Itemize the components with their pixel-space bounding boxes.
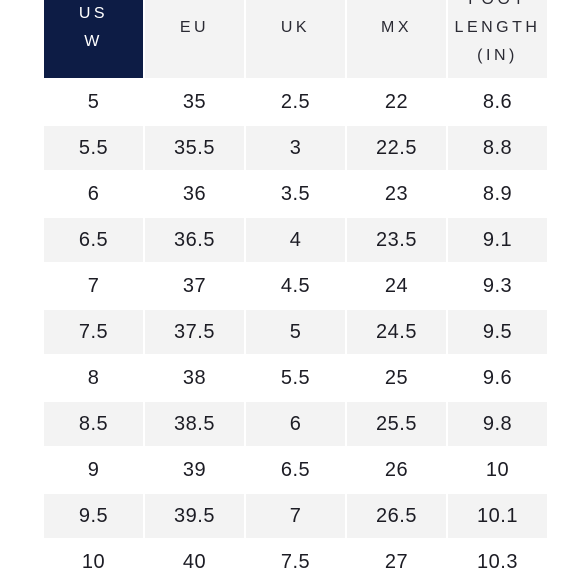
table-row: 9.5 39.5 7 26.5 10.1 (44, 494, 547, 538)
table-cell-mx: 26 (347, 448, 446, 492)
size-chart-header: US W EU UK MX FOOT LENGTH (IN) (44, 0, 547, 78)
column-header-uk: UK (246, 0, 345, 78)
table-cell-us-women: 8 (44, 356, 143, 400)
table-cell-uk: 7 (246, 494, 345, 538)
table-cell-mx: 23 (347, 172, 446, 216)
table-cell-uk: 4.5 (246, 264, 345, 308)
table-cell-uk: 6.5 (246, 448, 345, 492)
table-row: 6 36 3.5 23 8.9 (44, 172, 547, 216)
table-cell-us-women: 9.5 (44, 494, 143, 538)
table-cell-foot-length: 8.8 (448, 126, 547, 170)
table-cell-mx: 22.5 (347, 126, 446, 170)
table-cell-eu: 36.5 (145, 218, 244, 262)
table-cell-us-women: 7 (44, 264, 143, 308)
table-cell-uk: 5.5 (246, 356, 345, 400)
table-row: 8.5 38.5 6 25.5 9.8 (44, 402, 547, 446)
table-cell-uk: 2.5 (246, 80, 345, 124)
table-cell-uk: 6 (246, 402, 345, 446)
table-cell-foot-length: 8.6 (448, 80, 547, 124)
table-cell-foot-length: 9.1 (448, 218, 547, 262)
table-cell-us-women: 10 (44, 540, 143, 580)
table-cell-mx: 22 (347, 80, 446, 124)
table-row: 8 38 5.5 25 9.6 (44, 356, 547, 400)
table-cell-mx: 24.5 (347, 310, 446, 354)
table-row: 6.5 36.5 4 23.5 9.1 (44, 218, 547, 262)
table-row: 7 37 4.5 24 9.3 (44, 264, 547, 308)
table-cell-eu: 40 (145, 540, 244, 580)
table-cell-uk: 4 (246, 218, 345, 262)
table-cell-us-women: 5.5 (44, 126, 143, 170)
table-row: 9 39 6.5 26 10 (44, 448, 547, 492)
table-cell-mx: 25.5 (347, 402, 446, 446)
table-cell-eu: 39 (145, 448, 244, 492)
column-header-mx: MX (347, 0, 446, 78)
table-cell-foot-length: 9.8 (448, 402, 547, 446)
table-cell-foot-length: 10 (448, 448, 547, 492)
table-cell-foot-length: 9.5 (448, 310, 547, 354)
table-cell-mx: 27 (347, 540, 446, 580)
column-header-us-women: US W (44, 0, 143, 78)
table-cell-uk: 3 (246, 126, 345, 170)
table-row: 5 35 2.5 22 8.6 (44, 80, 547, 124)
table-cell-eu: 39.5 (145, 494, 244, 538)
table-cell-mx: 23.5 (347, 218, 446, 262)
table-cell-eu: 38 (145, 356, 244, 400)
table-cell-mx: 24 (347, 264, 446, 308)
table-cell-foot-length: 10.3 (448, 540, 547, 580)
size-chart-table: US W EU UK MX FOOT LENGTH (IN) 5352.5228… (42, 0, 549, 580)
size-chart-body: 5 35 2.5 22 8.6 5.5 35.5 3 22.5 8.8 6 36 3.5 23 8.9 6.5… (44, 80, 547, 580)
table-cell-uk: 5 (246, 310, 345, 354)
table-cell-foot-length: 10.1 (448, 494, 547, 538)
column-header-eu: EU (145, 0, 244, 78)
table-cell-mx: 26.5 (347, 494, 446, 538)
header-row: US W EU UK MX FOOT LENGTH (IN) (44, 0, 547, 78)
table-row: 5.5 35.5 3 22.5 8.8 (44, 126, 547, 170)
table-cell-uk: 3.5 (246, 172, 345, 216)
column-header-foot-length: FOOT LENGTH (IN) (448, 0, 547, 78)
table-cell-eu: 37 (145, 264, 244, 308)
table-cell-us-women: 9 (44, 448, 143, 492)
table-cell-eu: 37.5 (145, 310, 244, 354)
table-cell-mx: 25 (347, 356, 446, 400)
table-cell-us-women: 5 (44, 80, 143, 124)
table-row: 7.5 37.5 5 24.5 9.5 (44, 310, 547, 354)
table-cell-us-women: 6 (44, 172, 143, 216)
table-cell-eu: 36 (145, 172, 244, 216)
table-cell-us-women: 6.5 (44, 218, 143, 262)
table-cell-eu: 35.5 (145, 126, 244, 170)
table-cell-eu: 38.5 (145, 402, 244, 446)
table-cell-uk: 7.5 (246, 540, 345, 580)
table-cell-foot-length: 8.9 (448, 172, 547, 216)
table-cell-foot-length: 9.3 (448, 264, 547, 308)
table-cell-foot-length: 9.6 (448, 356, 547, 400)
table-row: 10 40 7.5 27 10.3 (44, 540, 547, 580)
table-cell-us-women: 8.5 (44, 402, 143, 446)
table-cell-us-women: 7.5 (44, 310, 143, 354)
table-cell-eu: 35 (145, 80, 244, 124)
